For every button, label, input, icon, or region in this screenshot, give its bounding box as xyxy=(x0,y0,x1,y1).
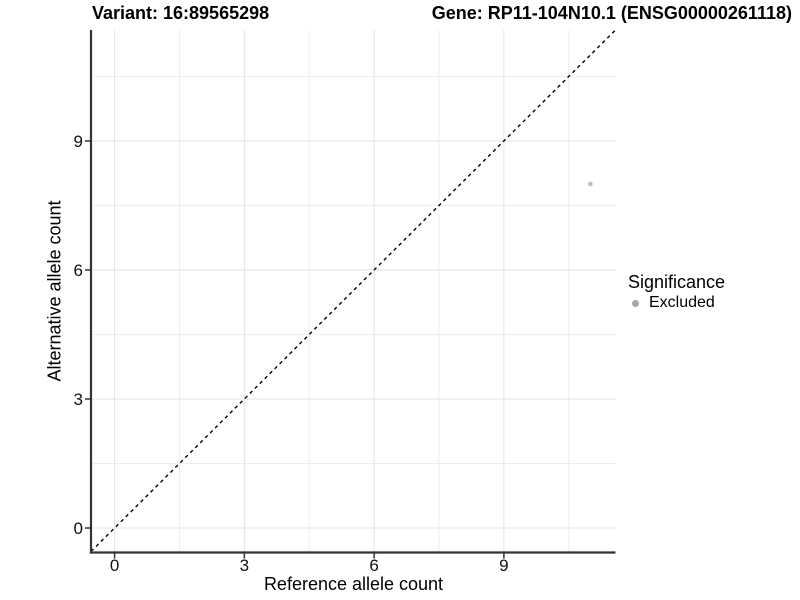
variant-title: Variant: 16:89565298 xyxy=(92,3,270,23)
legend: Significance Excluded xyxy=(628,272,725,312)
excluded-point-icon xyxy=(632,299,639,307)
legend-item-excluded: Excluded xyxy=(628,294,725,312)
x-axis-title: Reference allele count xyxy=(263,574,444,594)
x-tick-label: 0 xyxy=(110,556,119,575)
gene-title: Gene: RP11-104N10.1 (ENSG00000261118) xyxy=(431,3,792,23)
y-tick-label: 0 xyxy=(74,519,83,538)
identity-dashed-line xyxy=(90,29,616,552)
x-tick-label: 6 xyxy=(369,556,378,575)
x-tick-label: 9 xyxy=(499,556,508,575)
y-tick-label: 3 xyxy=(74,390,83,409)
legend-title: Significance xyxy=(628,272,726,292)
data-point xyxy=(588,181,593,187)
y-tick-label: 6 xyxy=(74,261,83,280)
y-axis-title: Alternative allele count xyxy=(44,200,65,382)
y-tick-label: 9 xyxy=(74,132,83,151)
x-tick-label: 3 xyxy=(240,556,249,575)
legend-item-label: Excluded xyxy=(649,294,715,311)
